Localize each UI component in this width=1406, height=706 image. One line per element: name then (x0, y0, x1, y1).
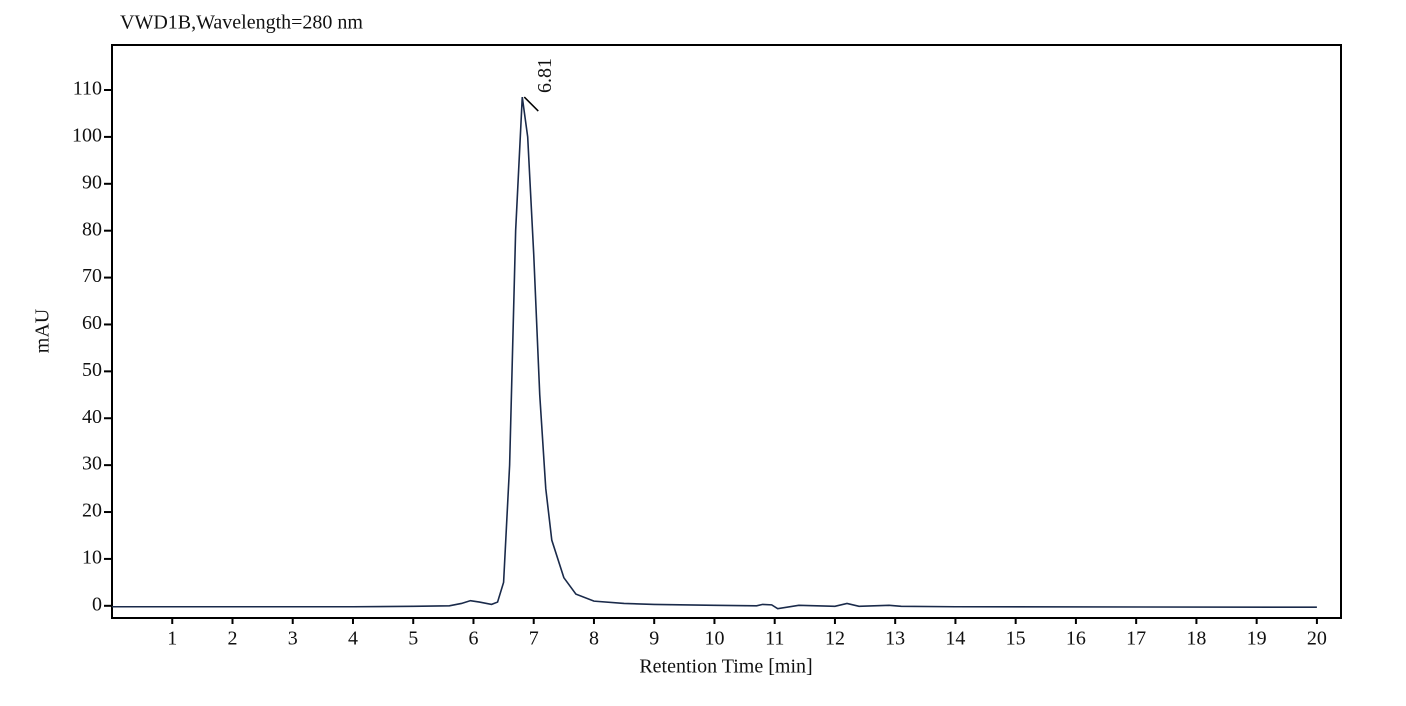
y-tick-label: 90 (82, 171, 102, 193)
x-tick-label: 5 (408, 628, 418, 650)
x-tick-label: 13 (885, 628, 905, 650)
x-tick-label: 4 (348, 628, 358, 650)
x-tick-label: 7 (529, 628, 539, 650)
trace-line (112, 96, 1317, 610)
x-axis-label: Retention Time [min] (639, 656, 812, 678)
x-tick-label: 3 (288, 628, 298, 650)
y-tick-label: 80 (82, 218, 102, 240)
y-tick-label: 30 (82, 453, 102, 475)
y-tick-label: 20 (82, 500, 102, 522)
y-tick-label: 0 (92, 593, 102, 615)
peak-marker (523, 96, 539, 112)
y-tick-label: 10 (82, 547, 102, 569)
y-tick-label: 70 (82, 265, 102, 287)
x-tick-label: 12 (825, 628, 845, 650)
x-tick-label: 1 (167, 628, 177, 650)
chart-title: VWD1B,Wavelength=280 nm (120, 12, 363, 34)
x-tick-label: 15 (1006, 628, 1026, 650)
x-tick-label: 19 (1247, 628, 1267, 650)
x-tick-label: 17 (1126, 628, 1146, 650)
x-tick-label: 11 (765, 628, 784, 650)
x-tick-label: 20 (1307, 628, 1327, 650)
y-tick-label: 40 (82, 406, 102, 428)
x-tick-label: 9 (649, 628, 659, 650)
x-tick-label: 6 (468, 628, 478, 650)
plot-frame (111, 44, 1342, 619)
x-tick-label: 16 (1066, 628, 1086, 650)
x-tick-label: 14 (945, 628, 965, 650)
y-tick-label: 50 (82, 359, 102, 381)
y-tick-label: 60 (82, 312, 102, 334)
x-tick-label: 2 (227, 628, 237, 650)
x-tick-label: 18 (1186, 628, 1206, 650)
peak-label: 6.81 (534, 58, 556, 93)
y-tick-label: 100 (72, 124, 102, 146)
y-axis-label: mAU (32, 308, 54, 353)
y-tick-label: 110 (73, 78, 102, 100)
x-tick-label: 10 (704, 628, 724, 650)
x-tick-label: 8 (589, 628, 599, 650)
